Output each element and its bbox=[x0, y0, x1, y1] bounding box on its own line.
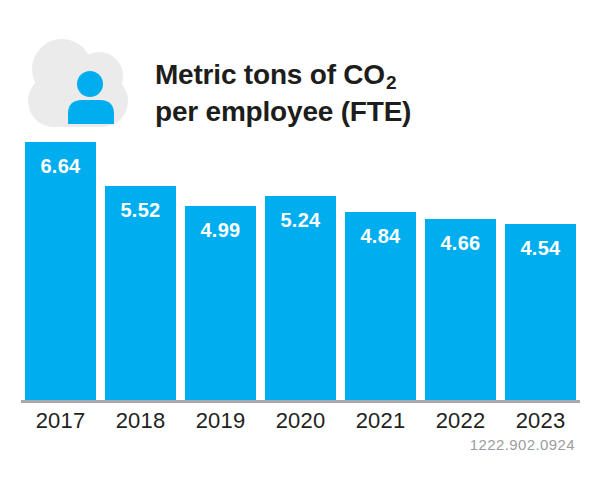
bars-row: 6.64 5.52 4.99 5.24 4.84 4.66 4.54 bbox=[21, 142, 580, 400]
bar-value-label: 5.52 bbox=[120, 199, 160, 222]
bar-value-label: 5.24 bbox=[280, 209, 320, 232]
bar-2018: 5.52 bbox=[105, 186, 176, 401]
title-subscript: 2 bbox=[386, 72, 396, 93]
bar-2020: 5.24 bbox=[265, 196, 336, 400]
x-tick-label-2018: 2018 bbox=[105, 408, 176, 434]
bar-value-label: 4.84 bbox=[360, 225, 400, 248]
x-tick-label-2017: 2017 bbox=[25, 408, 96, 434]
bar-2021: 4.84 bbox=[345, 212, 416, 400]
x-tick-label-2023: 2023 bbox=[505, 408, 576, 434]
cloud-person-icon bbox=[28, 36, 128, 128]
reference-number: 1222.902.0924 bbox=[470, 436, 575, 453]
bar-value-label: 4.54 bbox=[520, 237, 560, 260]
title-line2: per employee (FTE) bbox=[155, 96, 411, 127]
bar-2023: 4.54 bbox=[505, 224, 576, 400]
x-axis-line bbox=[21, 400, 580, 403]
bar-value-label: 4.66 bbox=[440, 232, 480, 255]
bar-value-label: 4.99 bbox=[200, 219, 240, 242]
bar-chart: 6.645.524.995.244.844.664.54 20172018201… bbox=[21, 142, 580, 434]
x-tick-label-2019: 2019 bbox=[185, 408, 256, 434]
x-tick-label-2021: 2021 bbox=[345, 408, 416, 434]
infographic-card: Metric tons of CO2 per employee (FTE) 6.… bbox=[0, 0, 600, 500]
bar-2022: 4.66 bbox=[425, 219, 496, 400]
bar-value-label: 6.64 bbox=[40, 155, 80, 178]
bar-2017: 6.64 bbox=[25, 142, 96, 400]
x-tick-label-2020: 2020 bbox=[265, 408, 336, 434]
title-line1: Metric tons of CO bbox=[155, 59, 385, 90]
bar-2019: 4.99 bbox=[185, 206, 256, 400]
x-tick-label-2022: 2022 bbox=[425, 408, 496, 434]
chart-title: Metric tons of CO2 per employee (FTE) bbox=[155, 58, 411, 129]
x-axis-tick-labels: 2017 2018 2019 2020 2021 2022 2023 bbox=[21, 408, 580, 434]
